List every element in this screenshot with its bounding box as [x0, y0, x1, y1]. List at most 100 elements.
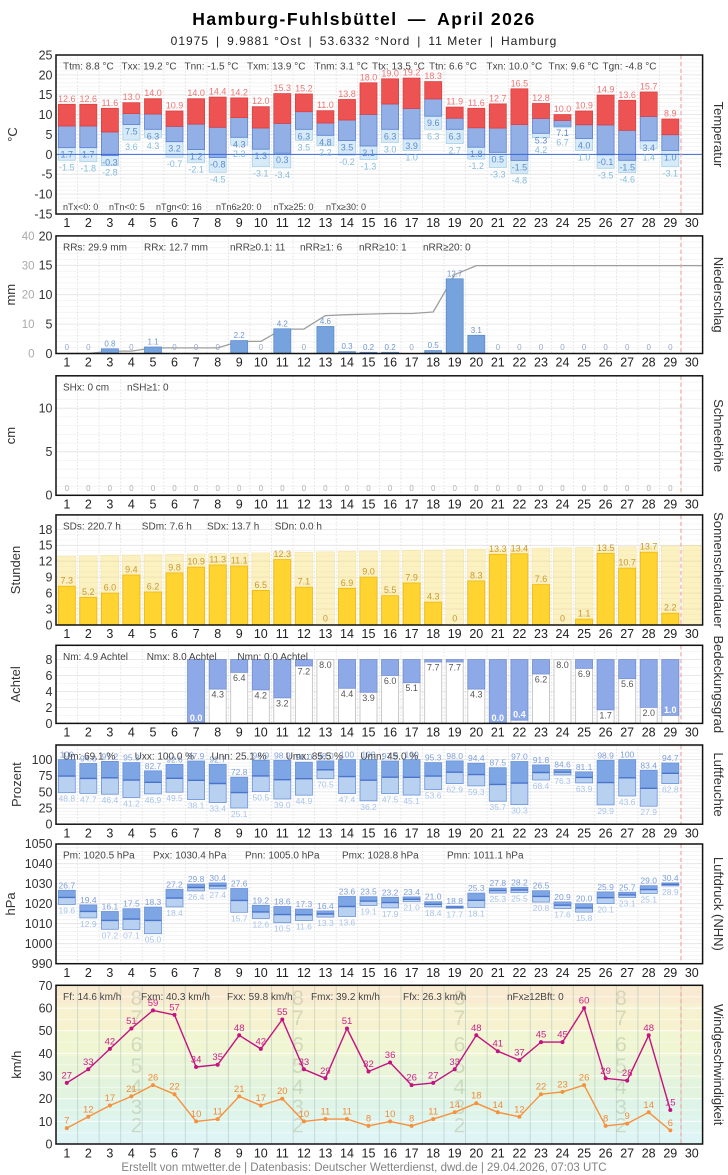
svg-text:3: 3 [106, 355, 113, 369]
svg-text:13: 13 [318, 725, 332, 739]
svg-text:2: 2 [85, 826, 92, 840]
svg-text:12: 12 [297, 1147, 311, 1161]
svg-text:-4.8: -4.8 [512, 176, 528, 186]
svg-text:18.3: 18.3 [145, 897, 162, 907]
svg-text:2.0: 2.0 [642, 708, 655, 718]
svg-text:10.0: 10.0 [554, 104, 572, 114]
svg-text:27.8: 27.8 [490, 878, 507, 888]
svg-text:1.1: 1.1 [147, 338, 159, 347]
svg-text:1010: 1010 [25, 917, 53, 931]
svg-text:-0.8: -0.8 [210, 160, 226, 170]
svg-text:76.3: 76.3 [554, 776, 571, 786]
svg-text:29: 29 [663, 497, 677, 511]
svg-text:19: 19 [448, 966, 462, 980]
svg-text:-4.5: -4.5 [210, 174, 226, 184]
svg-text:17.6: 17.6 [554, 910, 571, 920]
svg-text:19: 19 [448, 216, 462, 230]
svg-text:24: 24 [556, 497, 570, 511]
svg-text:Bedeckungsgrad: Bedeckungsgrad [711, 636, 726, 734]
svg-text:6: 6 [292, 1034, 304, 1057]
svg-text:7: 7 [193, 966, 200, 980]
svg-text:30.3: 30.3 [511, 806, 528, 816]
svg-text:100: 100 [32, 753, 53, 767]
svg-text:12: 12 [297, 355, 311, 369]
svg-text:10: 10 [385, 1109, 396, 1120]
svg-text:Pm: 1020.5 hPa: Pm: 1020.5 hPa [63, 851, 135, 862]
svg-text:10: 10 [254, 355, 268, 369]
svg-text:9: 9 [236, 627, 243, 641]
svg-text:1030: 1030 [25, 877, 53, 891]
svg-text:20: 20 [277, 1086, 288, 1097]
svg-text:6: 6 [131, 1034, 143, 1057]
svg-text:12: 12 [39, 555, 53, 569]
svg-text:7: 7 [193, 497, 200, 511]
svg-text:12.7: 12.7 [447, 269, 463, 278]
svg-text:28.2: 28.2 [511, 877, 528, 887]
svg-text:0: 0 [65, 484, 70, 493]
svg-text:4.3: 4.3 [233, 139, 246, 149]
svg-text:Niederschlag: Niederschlag [711, 257, 726, 333]
svg-text:2: 2 [85, 725, 92, 739]
svg-text:9.4: 9.4 [125, 565, 138, 575]
svg-text:23.5: 23.5 [360, 887, 377, 897]
svg-text:15: 15 [362, 826, 376, 840]
svg-text:4: 4 [128, 497, 135, 511]
svg-text:17.7: 17.7 [446, 909, 463, 919]
svg-text:28: 28 [642, 826, 656, 840]
svg-text:6: 6 [46, 587, 53, 601]
svg-text:°C: °C [5, 127, 20, 142]
svg-text:12: 12 [514, 1104, 525, 1115]
svg-text:25: 25 [577, 355, 591, 369]
svg-text:3.2: 3.2 [168, 144, 181, 154]
svg-text:6.3: 6.3 [448, 131, 461, 141]
svg-text:8: 8 [454, 987, 466, 1010]
svg-text:SHx: 0 cm: SHx: 0 cm [63, 382, 109, 393]
svg-text:10: 10 [39, 288, 53, 302]
svg-text:9: 9 [46, 571, 53, 585]
svg-text:13.6: 13.6 [339, 918, 356, 928]
svg-text:6.0: 6.0 [104, 583, 117, 593]
svg-text:0: 0 [151, 484, 156, 493]
svg-text:24: 24 [556, 826, 570, 840]
svg-text:5: 5 [454, 1055, 466, 1078]
svg-text:21: 21 [491, 355, 505, 369]
svg-text:Sonnenscheindauer: Sonnenscheindauer [711, 512, 726, 628]
svg-text:47.4: 47.4 [339, 795, 356, 805]
svg-text:0: 0 [560, 484, 565, 493]
svg-text:3.1: 3.1 [471, 326, 483, 335]
svg-text:0: 0 [668, 484, 673, 493]
svg-text:Erstellt von mtwetter.de | Dat: Erstellt von mtwetter.de | Datenbasis: D… [121, 1162, 606, 1174]
svg-text:Ttn: 6.6 °C: Ttn: 6.6 °C [429, 62, 477, 73]
svg-text:20.8: 20.8 [533, 903, 550, 913]
svg-text:20: 20 [469, 725, 483, 739]
svg-text:25: 25 [577, 497, 591, 511]
svg-text:2: 2 [46, 701, 53, 715]
svg-text:60: 60 [579, 996, 590, 1007]
svg-text:km/h: km/h [9, 1051, 24, 1079]
svg-text:13.5: 13.5 [597, 543, 615, 553]
svg-text:8: 8 [409, 1113, 414, 1124]
svg-text:5: 5 [46, 445, 53, 459]
svg-text:1: 1 [63, 497, 70, 511]
svg-text:7: 7 [615, 1007, 627, 1030]
svg-text:3.9: 3.9 [362, 693, 375, 703]
svg-text:15.2: 15.2 [295, 84, 313, 94]
svg-text:23: 23 [534, 826, 548, 840]
svg-text:Achtel: Achtel [8, 666, 23, 702]
svg-text:27: 27 [62, 1070, 73, 1081]
svg-text:15: 15 [665, 1098, 676, 1109]
svg-text:1.4: 1.4 [642, 152, 655, 162]
svg-text:2.2: 2.2 [664, 603, 677, 613]
svg-text:17: 17 [405, 966, 419, 980]
svg-text:22: 22 [512, 826, 526, 840]
svg-text:5: 5 [150, 1147, 157, 1161]
svg-text:23: 23 [557, 1079, 568, 1090]
svg-text:8: 8 [214, 355, 221, 369]
svg-text:15: 15 [362, 355, 376, 369]
svg-text:Tnn: -1.5 °C: Tnn: -1.5 °C [185, 62, 239, 73]
svg-text:0: 0 [474, 484, 479, 493]
svg-text:15: 15 [362, 216, 376, 230]
svg-text:5: 5 [150, 627, 157, 641]
svg-text:0.3: 0.3 [276, 155, 289, 165]
svg-text:19: 19 [448, 497, 462, 511]
